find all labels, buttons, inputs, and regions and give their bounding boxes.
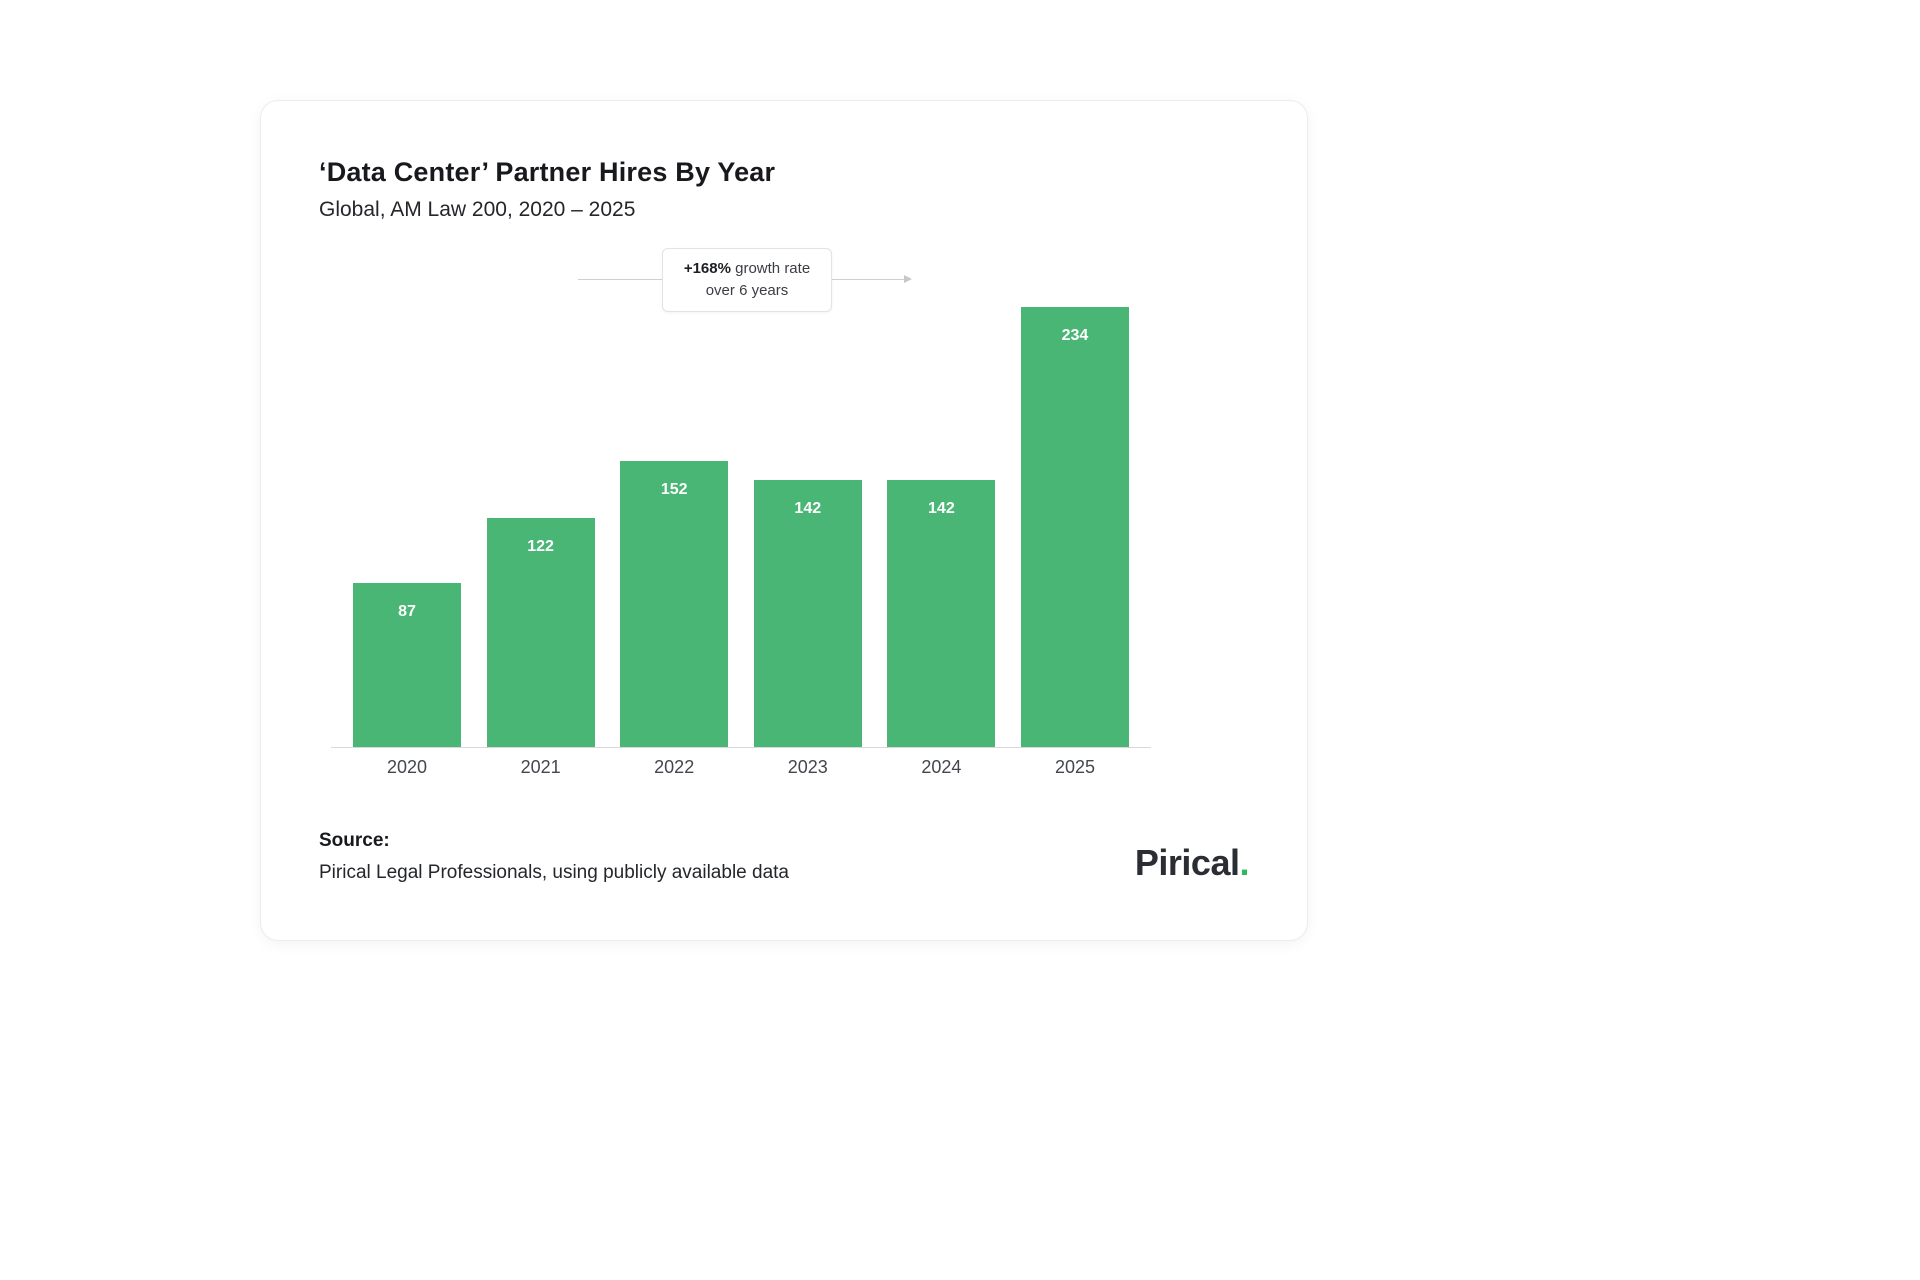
x-axis-labels: 2020 2021 2022 2023 2024 2025	[331, 757, 1151, 778]
annotation-line1: +168% growth rate	[679, 258, 815, 280]
bar-2025: 234	[1020, 306, 1129, 747]
chart-title: ‘Data Center’ Partner Hires By Year	[319, 157, 776, 187]
bar-2021: 122	[486, 517, 595, 747]
logo-dot: .	[1239, 841, 1249, 883]
x-axis-label-2022: 2022	[654, 756, 695, 777]
x-axis-label-2024: 2024	[921, 756, 962, 777]
annotation-arrow-right	[832, 275, 912, 284]
bar-value-label: 234	[1061, 326, 1089, 344]
bars-area: 87 122 152 142 142 234	[331, 302, 1151, 748]
source-block: Source: Pirical Legal Professionals, usi…	[319, 830, 789, 884]
source-text: Pirical Legal Professionals, using publi…	[319, 861, 789, 883]
chart-card: ‘Data Center’ Partner Hires By Year Glob…	[260, 100, 1308, 941]
source-label: Source:	[319, 829, 390, 851]
bar-value-label: 142	[794, 499, 822, 517]
bar-value-label: 87	[398, 602, 416, 620]
annotation-box: +168% growth rate over 6 years	[662, 248, 832, 312]
bar-value-label: 152	[660, 480, 688, 498]
bar-value-label: 142	[928, 499, 955, 517]
bar-value-label: 122	[527, 537, 554, 555]
bar-2023: 142	[753, 479, 862, 747]
x-axis-label-2020: 2020	[386, 756, 428, 777]
card-footer: Source: Pirical Legal Professionals, usi…	[319, 830, 1249, 884]
x-axis-label-2025: 2025	[1054, 756, 1095, 777]
annotation-line1-rest: growth rate	[735, 260, 811, 277]
bar-2024: 142	[887, 479, 996, 747]
annotation-highlight: +168%	[683, 260, 731, 277]
bar-chart: +168% growth rate over 6 years 87 122 152 1…	[331, 248, 1151, 778]
growth-annotation: +168% growth rate over 6 years	[331, 248, 1151, 312]
annotation-line-left	[578, 279, 662, 281]
logo-text: Pirical	[1134, 841, 1240, 883]
pirical-logo: Pirical.	[1134, 841, 1250, 884]
x-axis-label-2023: 2023	[787, 756, 828, 777]
annotation-line2: over 6 years	[705, 281, 789, 299]
bar-2022: 152	[620, 460, 729, 747]
x-axis-label-2021: 2021	[520, 756, 561, 777]
bar-2020: 87	[353, 582, 461, 747]
chart-subtitle: Global, AM Law 200, 2020 – 2025	[319, 198, 636, 221]
